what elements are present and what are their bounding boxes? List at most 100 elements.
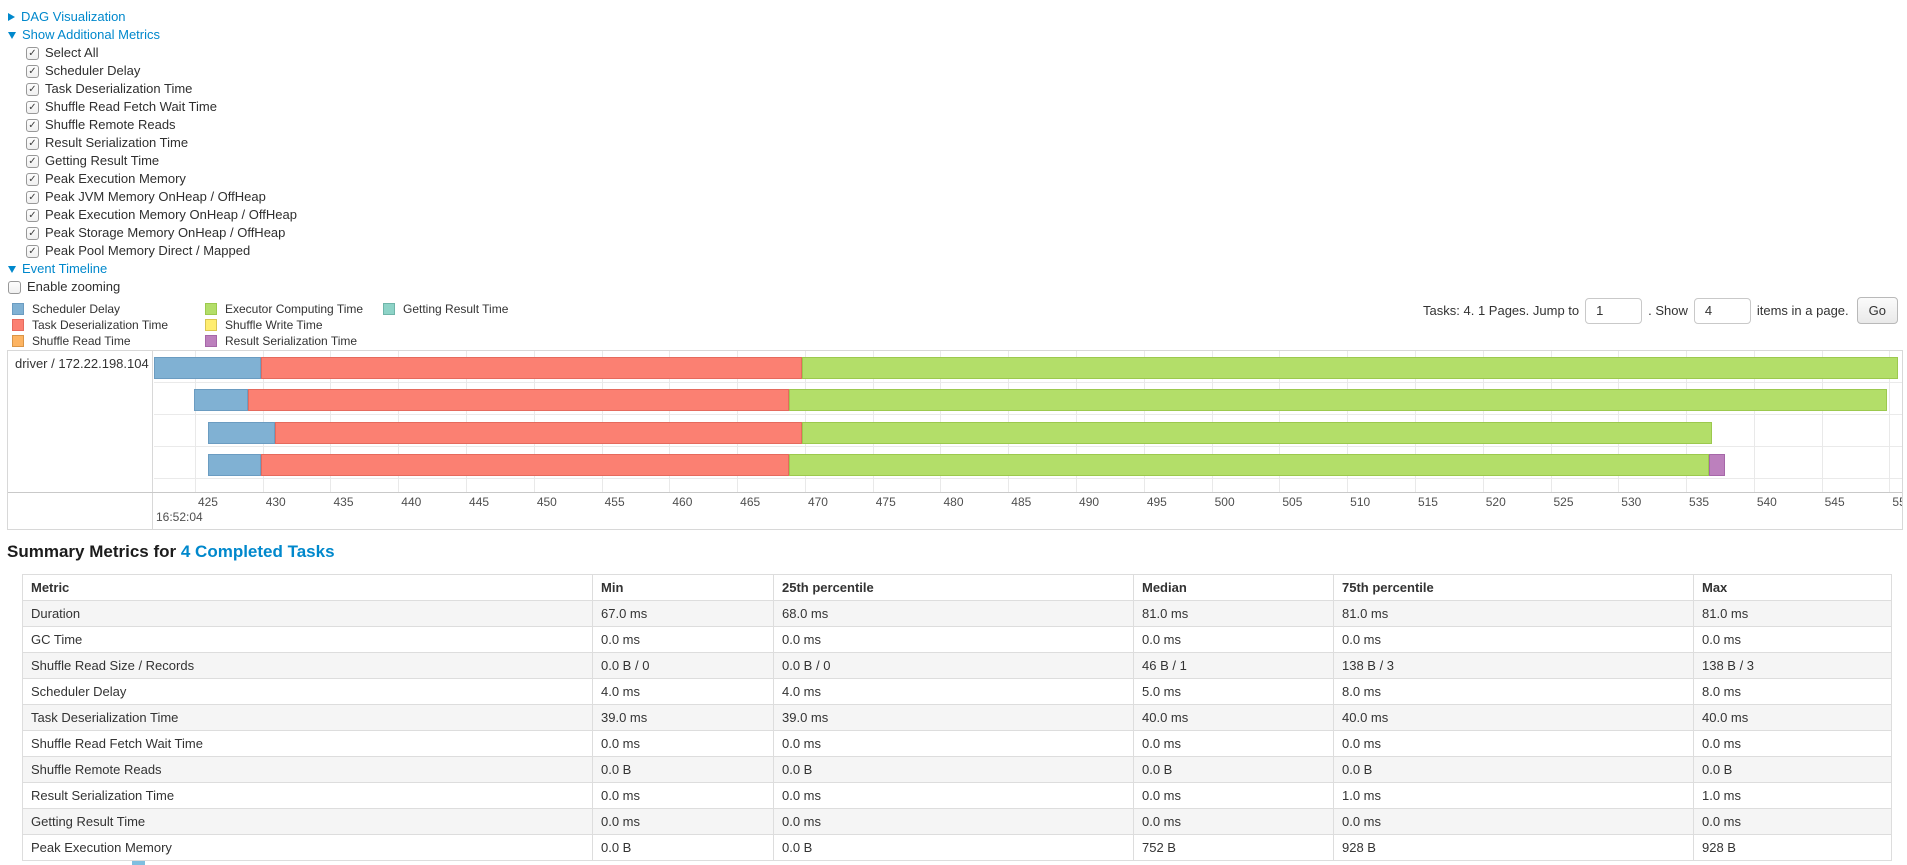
jump-to-page-input[interactable]: [1585, 297, 1643, 324]
gridline: [533, 351, 535, 492]
legend-item: Getting Result Time: [383, 302, 508, 316]
axis-tick-label: 540: [1756, 495, 1777, 509]
task-bar-segment-task_deserialization[interactable]: [261, 357, 803, 379]
row-separator: [154, 478, 1902, 479]
gridline: [1753, 351, 1755, 492]
table-cell: 0.0 ms: [1133, 730, 1334, 757]
metric-checkbox-label: Shuffle Remote Reads: [45, 117, 176, 132]
collapsed-arrow-icon: [8, 13, 15, 21]
dag-visualization-link[interactable]: DAG Visualization: [21, 9, 126, 24]
metric-checkbox-row: ✓ Peak JVM Memory OnHeap / OffHeap: [26, 188, 297, 206]
metric-checkbox[interactable]: ✓: [26, 226, 39, 240]
metric-checkbox[interactable]: ✓: [26, 208, 39, 222]
table-cell: 0.0 ms: [1333, 808, 1694, 835]
task-bar-segment-result_serialization[interactable]: [1709, 454, 1726, 476]
metric-checkbox[interactable]: ✓: [26, 64, 39, 78]
table-row: GC Time 0.0 ms 0.0 ms 0.0 ms 0.0 ms 0.0 ms: [22, 626, 1892, 653]
dag-visualization-toggle[interactable]: DAG Visualization: [8, 8, 297, 26]
table-cell: 0.0 B: [592, 756, 774, 783]
metric-checkbox[interactable]: ✓: [26, 136, 39, 150]
axis-tick-label: 520: [1485, 495, 1506, 509]
go-button[interactable]: Go: [1856, 297, 1898, 324]
axis-time-of-day-label: 16:52:04: [156, 510, 203, 524]
completed-tasks-link[interactable]: 4 Completed Tasks: [180, 542, 335, 561]
table-header-cell: 25th percentile: [773, 574, 1134, 601]
legend-label: Shuffle Read Time: [32, 334, 131, 348]
metric-checkbox[interactable]: ✓: [26, 190, 39, 204]
task-bar-segment-executor_computing[interactable]: [802, 422, 1712, 444]
table-cell: 0.0 ms: [1133, 626, 1334, 653]
table-cell: 4.0 ms: [592, 678, 774, 705]
show-additional-metrics-toggle[interactable]: Show Additional Metrics: [8, 26, 297, 44]
metric-checkbox[interactable]: ✓: [26, 118, 39, 132]
table-cell: 5.0 ms: [1133, 678, 1334, 705]
gridline: [466, 351, 468, 492]
table-header-cell: 75th percentile: [1333, 574, 1694, 601]
metric-checkbox-row: ✓ Result Serialization Time: [26, 134, 297, 152]
gridline: [330, 351, 332, 492]
summary-metrics-title: Summary Metrics for 4 Completed Tasks: [7, 542, 335, 562]
items-per-page-input[interactable]: [1693, 297, 1751, 324]
axis-tick-label: 525: [1553, 495, 1574, 509]
metric-checkbox[interactable]: ✓: [26, 46, 39, 60]
task-bar-segment-executor_computing[interactable]: [788, 454, 1710, 476]
table-row: Result Serialization Time 0.0 ms 0.0 ms 0.0…: [22, 782, 1892, 809]
task-bar-segment-executor_computing[interactable]: [788, 389, 1887, 411]
expanded-arrow-icon: [8, 265, 16, 273]
metric-checkbox-row: ✓ Shuffle Read Fetch Wait Time: [26, 98, 297, 116]
event-timeline-toggle[interactable]: Event Timeline: [8, 260, 297, 278]
table-cell: 0.0 ms: [592, 730, 774, 757]
metric-checkbox-label: Peak Storage Memory OnHeap / OffHeap: [45, 225, 286, 240]
table-header-row: Metric Min 25th percentile Median 75th perce…: [22, 574, 1892, 601]
gridline: [1279, 351, 1281, 492]
metric-checkbox[interactable]: ✓: [26, 244, 39, 258]
clipped-next-section: [132, 861, 145, 865]
event-timeline-link[interactable]: Event Timeline: [22, 261, 108, 276]
table-cell: GC Time: [22, 626, 593, 653]
metric-checkbox[interactable]: ✓: [26, 82, 39, 96]
metric-checkbox-label: Scheduler Delay: [45, 63, 141, 78]
legend-item: Shuffle Read Time: [12, 334, 168, 348]
metric-checkbox-label: Peak Execution Memory: [45, 171, 186, 186]
legend-swatch-shuffle_read: [12, 335, 24, 347]
table-row: Getting Result Time 0.0 ms 0.0 ms 0.0 ms 0.0…: [22, 808, 1892, 835]
table-cell: Shuffle Read Size / Records: [22, 652, 593, 679]
table-cell: 46 B / 1: [1133, 652, 1334, 679]
metric-checkbox[interactable]: ✓: [26, 172, 39, 186]
gridline: [1008, 351, 1010, 492]
table-cell: 40.0 ms: [1333, 704, 1694, 731]
task-bar-segment-executor_computing[interactable]: [802, 357, 1898, 379]
table-cell: 4.0 ms: [773, 678, 1134, 705]
task-bar-segment-scheduler_delay[interactable]: [208, 454, 262, 476]
table-cell: Scheduler Delay: [22, 678, 593, 705]
task-bar-segment-task_deserialization[interactable]: [261, 454, 789, 476]
metric-checkbox[interactable]: ✓: [26, 100, 39, 114]
event-timeline-chart: driver / 172.22.198.104 425 430 435 440 445 4…: [7, 350, 1903, 530]
task-bar-segment-scheduler_delay[interactable]: [193, 389, 248, 411]
task-bar-segment-task_deserialization[interactable]: [247, 389, 789, 411]
metric-checkbox-row: ✓ Peak Execution Memory OnHeap / OffHeap: [26, 206, 297, 224]
axis-tick-label: 515: [1417, 495, 1438, 509]
table-row: Scheduler Delay 4.0 ms 4.0 ms 5.0 ms 8.0 ms 8…: [22, 678, 1892, 705]
axis-tick-label: 550: [1892, 495, 1902, 509]
task-bar-segment-task_deserialization[interactable]: [274, 422, 803, 444]
table-cell: 0.0 ms: [1333, 730, 1694, 757]
task-bar-segment-scheduler_delay[interactable]: [208, 422, 275, 444]
table-cell: 0.0 B: [773, 834, 1134, 861]
show-additional-metrics-link[interactable]: Show Additional Metrics: [22, 27, 161, 42]
table-cell: 8.0 ms: [1693, 678, 1892, 705]
metric-checkbox-label: Peak Pool Memory Direct / Mapped: [45, 243, 251, 258]
executor-group-label: driver / 172.22.198.104: [15, 356, 149, 371]
table-cell: 0.0 B: [1333, 756, 1694, 783]
gridline: [804, 351, 806, 492]
metric-checkbox[interactable]: ✓: [26, 154, 39, 168]
metric-checkbox-row: ✓ Peak Storage Memory OnHeap / OffHeap: [26, 224, 297, 242]
metric-checkbox-row: ✓ Getting Result Time: [26, 152, 297, 170]
enable-zooming-checkbox[interactable]: [8, 280, 21, 294]
task-bar-segment-scheduler_delay[interactable]: [154, 357, 262, 379]
metric-checkbox-row: ✓ Peak Execution Memory: [26, 170, 297, 188]
table-cell: 0.0 ms: [592, 626, 774, 653]
gridline: [940, 351, 942, 492]
metric-checkbox-label: Result Serialization Time: [45, 135, 189, 150]
table-cell: 1.0 ms: [1693, 782, 1892, 809]
